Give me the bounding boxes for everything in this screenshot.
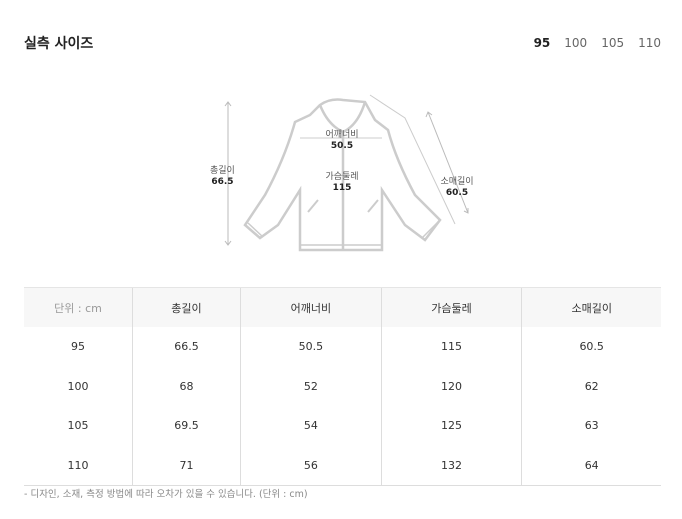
cell: 54 xyxy=(239,406,382,446)
header-unit: 단위 : cm xyxy=(24,287,133,327)
table-header-row: 단위 : cm 총길이 어깨너비 가슴둘레 소매길이 xyxy=(24,287,661,327)
table-row: 110 71 56 132 64 xyxy=(24,445,661,486)
cell: 68 xyxy=(132,366,241,406)
cell: 100 xyxy=(67,379,89,393)
size-tabs: 95 100 105 110 xyxy=(534,36,661,50)
table-row: 95 66.5 50.5 115 60.5 xyxy=(24,327,661,367)
measurement-note: - 디자인, 소재, 측정 방법에 따라 오차가 있을 수 있습니다. (단위 … xyxy=(24,489,308,500)
size-tab-100[interactable]: 100 xyxy=(564,36,588,50)
cell: 63 xyxy=(521,406,661,446)
size-tab-95[interactable]: 95 xyxy=(533,36,551,50)
header-total-length: 총길이 xyxy=(132,287,241,327)
sleeve-label: 소매길이 60.5 xyxy=(440,177,474,198)
cell: 110 xyxy=(24,445,133,486)
size-tab-110[interactable]: 110 xyxy=(638,36,661,50)
header-sleeve: 소매길이 xyxy=(521,287,661,327)
table-row: 105 69.5 54 125 63 xyxy=(24,406,661,446)
cell: 69.5 xyxy=(132,406,241,446)
cell: 62 xyxy=(521,366,661,406)
cell: 95 xyxy=(71,340,85,354)
page-title: 실측 사이즈 xyxy=(24,36,94,52)
cell: 60.5 xyxy=(521,327,661,367)
table-row: 100 68 52 120 62 xyxy=(24,366,661,406)
cell: 71 xyxy=(132,445,241,486)
cell: 115 xyxy=(380,327,522,367)
header-chest: 가슴둘레 xyxy=(380,287,522,327)
jacket-diagram xyxy=(224,94,469,252)
shoulder-label: 어깨너비 50.5 xyxy=(325,130,359,151)
chest-label: 가슴둘레 115 xyxy=(325,172,359,193)
cell: 56 xyxy=(239,445,382,486)
cell: 50.5 xyxy=(239,327,382,367)
cell: 132 xyxy=(380,445,522,486)
cell: 125 xyxy=(380,406,522,446)
cell: 52 xyxy=(239,366,382,406)
size-tab-105[interactable]: 105 xyxy=(601,36,625,50)
cell: 105 xyxy=(67,419,89,433)
cell: 120 xyxy=(380,366,522,406)
header-shoulder: 어깨너비 xyxy=(239,287,382,327)
size-table: 단위 : cm 총길이 어깨너비 가슴둘레 소매길이 95 66.5 50.5 115… xyxy=(24,287,661,486)
cell: 64 xyxy=(521,445,661,486)
total-length-label: 총길이 66.5 xyxy=(210,166,235,187)
cell: 66.5 xyxy=(132,327,241,367)
